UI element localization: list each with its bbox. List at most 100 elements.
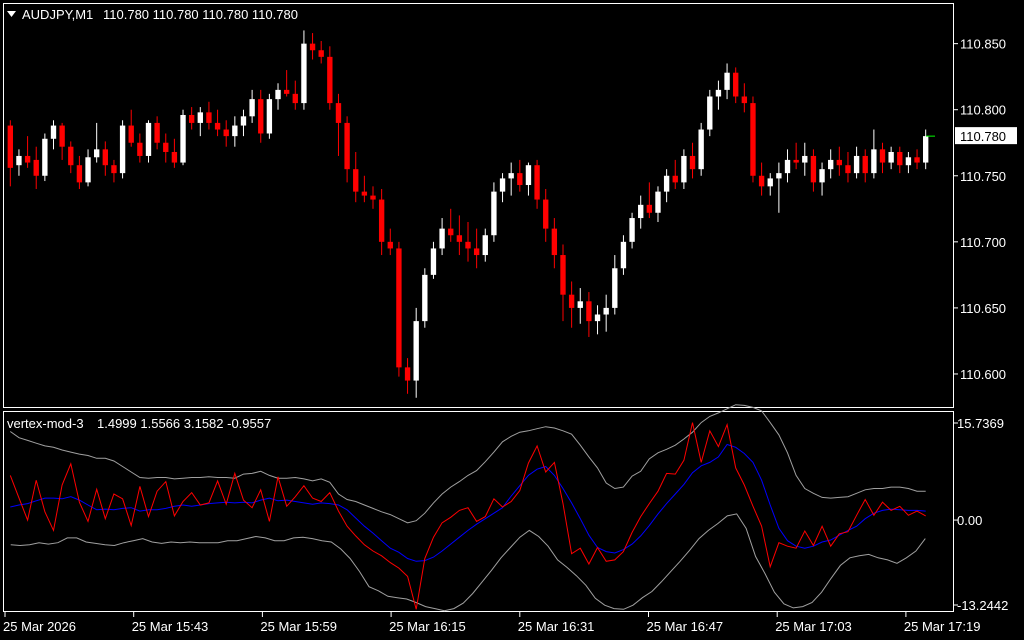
candle-body bbox=[871, 149, 877, 174]
candle-body bbox=[620, 241, 627, 269]
candle-body bbox=[534, 165, 540, 200]
candle-body bbox=[439, 228, 445, 249]
time-tick-label: 25 Mar 16:47 bbox=[647, 619, 724, 634]
candle-body bbox=[879, 149, 886, 163]
candle-body bbox=[499, 178, 506, 192]
candle-body bbox=[741, 96, 748, 104]
candle-body bbox=[292, 93, 298, 104]
candle-body bbox=[793, 159, 799, 163]
candle-body bbox=[145, 122, 152, 156]
candle-body bbox=[188, 114, 195, 123]
candle-body bbox=[396, 248, 402, 368]
candle-body bbox=[897, 151, 903, 166]
candle-body bbox=[517, 173, 523, 186]
candle-body bbox=[853, 155, 860, 174]
candle-body bbox=[223, 129, 229, 137]
candle-body bbox=[111, 165, 117, 174]
candle-body bbox=[663, 175, 670, 192]
candle-body bbox=[888, 151, 894, 163]
candle-body bbox=[594, 314, 601, 322]
candle-body bbox=[344, 122, 350, 170]
candle-body bbox=[171, 151, 178, 163]
main-chart-frame[interactable] bbox=[3, 3, 954, 408]
candle-body bbox=[862, 155, 868, 174]
candle-body bbox=[283, 89, 290, 94]
candle-body bbox=[508, 173, 514, 179]
candle-body bbox=[551, 228, 558, 256]
candle-body bbox=[240, 116, 247, 126]
candle-body bbox=[448, 228, 454, 236]
candle-body bbox=[689, 155, 696, 170]
time-tick-label: 25 Mar 15:59 bbox=[260, 619, 337, 634]
candle-body bbox=[249, 99, 255, 117]
price-tick-label: 110.600 bbox=[960, 367, 1006, 382]
candle-body bbox=[543, 199, 549, 229]
candle-body bbox=[758, 175, 765, 187]
time-axis: 25 Mar 2026 25 Mar 15:43 25 Mar 15:59 25 Ma… bbox=[3, 612, 981, 634]
candle-body bbox=[128, 125, 134, 143]
candle-body bbox=[750, 103, 756, 176]
current-price-box bbox=[955, 127, 1017, 145]
candle-body bbox=[525, 165, 532, 186]
chart-header: AUDJPY,M1 110.780 110.780 110.780 110.78… bbox=[7, 7, 298, 22]
price-tick-label: 110.850 bbox=[960, 37, 1006, 52]
price-tick-label: 110.800 bbox=[960, 103, 1006, 118]
upper-band bbox=[10, 404, 926, 524]
candle-body bbox=[655, 191, 661, 213]
candle-body bbox=[784, 159, 791, 174]
indicator-axis: 15.7369 0.00 -13.2442 bbox=[954, 416, 1008, 613]
candle-body bbox=[93, 149, 100, 158]
candle-body bbox=[404, 367, 411, 381]
symbol-label: AUDJPY,M1 bbox=[22, 7, 93, 22]
candle-body bbox=[715, 89, 722, 97]
indicator-header: vertex-mod-3 1.4999 1.5566 3.1582 -0.955… bbox=[7, 416, 271, 431]
main-line bbox=[9, 422, 926, 610]
indicator-tick-label: -13.2442 bbox=[957, 598, 1008, 613]
candle-body bbox=[318, 50, 324, 57]
candle-body bbox=[767, 178, 773, 187]
candle-body bbox=[16, 155, 22, 166]
time-tick-label: 25 Mar 15:43 bbox=[132, 619, 209, 634]
candle-body bbox=[163, 142, 169, 152]
candle-body bbox=[845, 165, 851, 174]
candle-body bbox=[68, 146, 74, 166]
time-tick-label: 25 Mar 2026 bbox=[3, 619, 76, 634]
candle-body bbox=[577, 301, 583, 308]
candle-body bbox=[465, 241, 471, 249]
candle-body bbox=[33, 159, 39, 176]
candle-body bbox=[102, 149, 108, 166]
candle-body bbox=[266, 99, 273, 134]
current-price-label: 110.780 bbox=[960, 129, 1006, 144]
dropdown-triangle-icon[interactable] bbox=[7, 11, 16, 17]
indicator-tick-label: 0.00 bbox=[957, 513, 982, 528]
candle-body bbox=[378, 199, 385, 242]
price-tick-label: 110.650 bbox=[960, 301, 1006, 316]
candle-body bbox=[603, 307, 609, 315]
time-tick-label: 25 Mar 17:03 bbox=[775, 619, 852, 634]
indicator-tick-label: 15.7369 bbox=[957, 416, 1004, 431]
candle-body bbox=[180, 114, 186, 163]
candle-body bbox=[560, 255, 566, 295]
indicator-frame[interactable] bbox=[3, 411, 954, 612]
candle-body bbox=[638, 204, 644, 219]
candle-body bbox=[76, 165, 83, 183]
candle-body bbox=[309, 43, 316, 51]
indicator-values: 1.4999 1.5566 3.1582 -0.9557 bbox=[97, 416, 271, 431]
candle-body bbox=[672, 175, 678, 183]
candle-body bbox=[361, 191, 368, 196]
candle-body bbox=[24, 155, 31, 163]
candle-body bbox=[353, 169, 359, 192]
indicator-lines bbox=[9, 404, 926, 612]
lower-band bbox=[10, 513, 926, 612]
signal-line bbox=[10, 443, 926, 562]
price-axis: 110.850 110.800 110.750 110.700 110.650 110.6… bbox=[954, 37, 1006, 382]
candle-body bbox=[422, 274, 428, 322]
candle-body bbox=[430, 248, 437, 275]
candle-body bbox=[275, 89, 281, 100]
ohlc-label: 110.780 110.780 110.780 110.780 bbox=[103, 7, 298, 22]
candle-body bbox=[387, 241, 393, 249]
candle-body bbox=[197, 112, 203, 123]
candle-body bbox=[828, 159, 834, 170]
